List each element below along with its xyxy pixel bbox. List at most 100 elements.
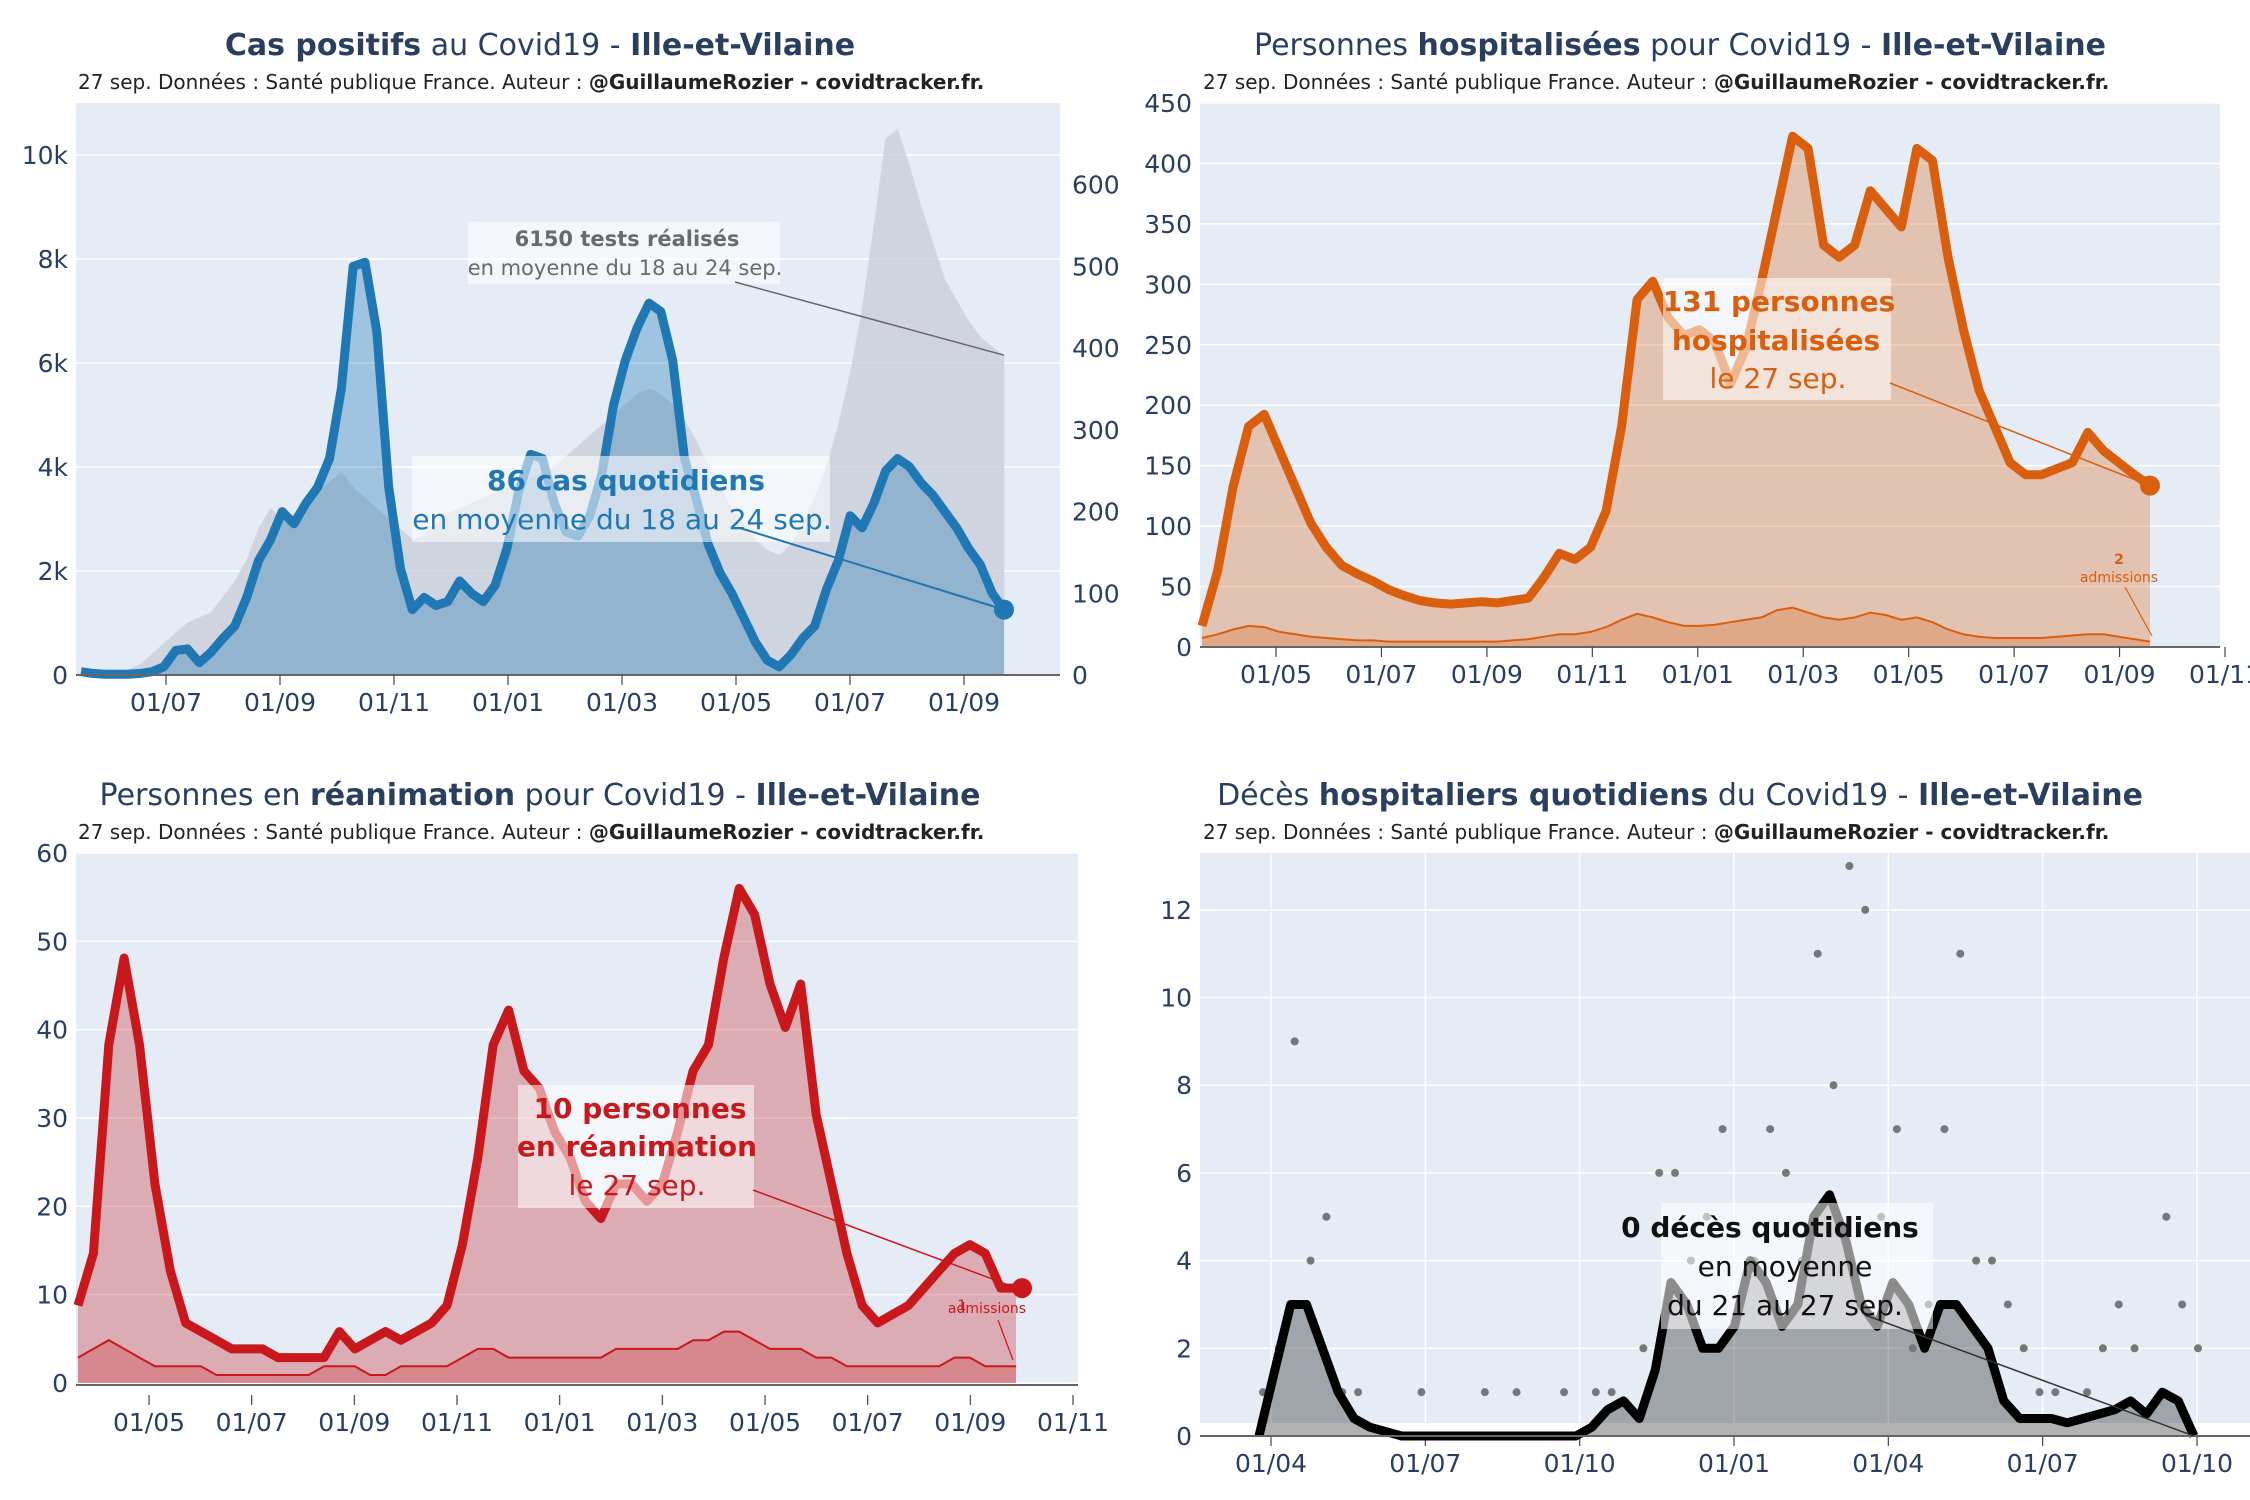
deaths-daily-point <box>1607 1388 1616 1397</box>
rea-y-axis-tick-label: 50 <box>36 927 68 956</box>
deaths-daily-point <box>1417 1388 1426 1397</box>
cases-right-axis-tick-label: 100 <box>1072 579 1120 608</box>
deaths-x-tick-label: 01/04 <box>1235 1449 1307 1478</box>
cases-left-axis-tick-label: 6k <box>38 349 69 378</box>
rea-x-tick-label: 01/09 <box>318 1408 390 1437</box>
cases-x-tick-label: 01/09 <box>928 688 1000 717</box>
rea-annotation-text: le 27 sep. <box>569 1169 706 1202</box>
deaths-subtitle: 27 sep. Données : Santé publique France.… <box>1203 820 2109 844</box>
deaths-daily-point <box>1560 1388 1569 1397</box>
rea-admissions-annotation-text: admissions <box>948 1301 1026 1317</box>
deaths-daily-point <box>1987 1256 1996 1265</box>
rea-chart: 0 10 20 30 40 50 60 01/05 01/07 01/09 01/11 01/01 01… <box>36 839 1109 1437</box>
deaths-daily-point <box>1354 1388 1363 1397</box>
cases-x-tick-label: 01/07 <box>130 688 202 717</box>
rea-y-axis-tick-label: 20 <box>36 1192 68 1221</box>
hosp-x-tick-label: 01/01 <box>1662 660 1734 689</box>
cases-x-tick-label: 01/07 <box>814 688 886 717</box>
cases-right-axis-tick-label: 0 <box>1072 661 1088 690</box>
cases-chart: 0 2k 4k 6k 8k 10k 0 100 200 300 400 500 600 01/07 01/0… <box>22 103 1120 717</box>
subtitle-prefix: 27 sep. Données : Santé publique France.… <box>1203 70 1714 94</box>
deaths-daily-point <box>2098 1344 2107 1353</box>
admissions-annotation-text: admissions <box>2080 570 2158 586</box>
hosp-title-bold: hospitalisées <box>1417 28 1641 63</box>
rea-x-tick-label: 01/11 <box>421 1408 493 1437</box>
hosp-y-axis-tick-label: 250 <box>1144 331 1192 360</box>
cases-x-tick-label: 01/05 <box>700 688 772 717</box>
deaths-x-tick-label: 01/10 <box>2161 1449 2233 1478</box>
rea-x-tick-label: 01/07 <box>832 1408 904 1437</box>
subtitle-author: @GuillaumeRozier - covidtracker.fr. <box>1713 820 2110 844</box>
hosp-title-pre: Personnes <box>1254 28 1418 63</box>
deaths-daily-point <box>1861 905 1870 914</box>
cases-title-bold: Cas positifs <box>224 28 422 63</box>
hosp-title-place: Ille-et-Vilaine <box>1880 28 2106 63</box>
rea-title-rest: pour Covid19 - <box>515 778 756 813</box>
rea-admissions-line <box>77 1330 1016 1376</box>
rea-y-axis-tick-label: 40 <box>36 1016 68 1045</box>
deaths-daily-point <box>2194 1344 2202 1353</box>
deaths-daily-point <box>2003 1300 2012 1309</box>
cases-left-axis-tick-label: 10k <box>22 141 69 170</box>
subtitle-prefix: 27 sep. Données : Santé publique France.… <box>1203 820 1714 844</box>
cases-x-tick-label: 01/09 <box>244 688 316 717</box>
tests-annotation-title: 6150 tests réalisés <box>515 227 740 251</box>
deaths-daily-point <box>1956 949 1965 958</box>
rea-x-tick-label: 01/09 <box>934 1408 1006 1437</box>
rea-x-tick-label: 01/05 <box>729 1408 801 1437</box>
deaths-daily-point <box>1639 1344 1648 1353</box>
deaths-annotation-text: en moyenne <box>1698 1250 1873 1283</box>
hosp-x-tick-label: 01/07 <box>1978 660 2050 689</box>
rea-x-tick-label: 01/11 <box>1037 1408 1109 1437</box>
cases-right-axis-tick-label: 400 <box>1072 334 1120 363</box>
hosp-y-axis-tick-label: 450 <box>1144 89 1192 118</box>
rea-admissions-area <box>78 1331 1016 1383</box>
hosp-x-tick-label: 01/09 <box>2084 660 2156 689</box>
hosp-y-axis-tick-label: 300 <box>1144 270 1192 299</box>
admissions-annotation-value: 2 <box>2114 552 2124 568</box>
cases-right-axis-tick-label: 200 <box>1072 498 1120 527</box>
rea-x-tick-label: 01/01 <box>524 1408 596 1437</box>
hosp-subtitle: 27 sep. Données : Santé publique France.… <box>1203 70 2109 94</box>
deaths-area <box>1259 1194 2194 1436</box>
rea-y-axis-tick-label: 10 <box>36 1281 68 1310</box>
deaths-daily-point <box>2114 1300 2123 1309</box>
tests-annotation-text: en moyenne du 18 au 24 sep. <box>468 256 783 280</box>
cases-left-axis-tick-label: 8k <box>38 245 69 274</box>
tests-annotation-arrow <box>734 281 1005 356</box>
rea-title-place: Ille-et-Vilaine <box>755 778 981 813</box>
cases-left-axis-tick-label: 2k <box>38 557 69 586</box>
cases-annotation-text: en moyenne du 18 au 24 sep. <box>412 503 831 536</box>
cases-annotation-box <box>412 456 830 542</box>
deaths-daily-point <box>2019 1344 2028 1353</box>
subtitle-author: @GuillaumeRozier - covidtracker.fr. <box>588 70 985 94</box>
cases-x-tick-label: 01/11 <box>358 688 430 717</box>
rea-annotation-arrow <box>752 1189 1018 1289</box>
hosp-annotation-title: 131 personnes <box>1663 285 1895 318</box>
deaths-daily-point <box>1766 1125 1775 1134</box>
deaths-x-tick-label: 01/07 <box>1389 1449 1461 1478</box>
hosp-x-tick-label: 01/05 <box>1873 660 1945 689</box>
deaths-daily-point <box>1671 1168 1680 1177</box>
admissions-line <box>1201 606 2151 643</box>
subtitle-author: @GuillaumeRozier - covidtracker.fr. <box>588 820 985 844</box>
hosp-annotation-arrow <box>1889 382 2151 487</box>
rea-annotation-box <box>518 1085 754 1208</box>
deaths-y-tick-label: 2 <box>1176 1334 1192 1363</box>
hosp-y-axis-tick-label: 400 <box>1144 149 1192 178</box>
rea-annotation-title-2: en réanimation <box>517 1130 757 1163</box>
cases-left-axis-tick-label: 0 <box>52 661 68 690</box>
rea-title-bold: réanimation <box>310 778 516 813</box>
deaths-y-tick-label: 8 <box>1176 1071 1192 1100</box>
hosp-y-axis-tick-label: 50 <box>1160 573 1192 602</box>
hosp-title-rest: pour Covid19 - <box>1640 28 1881 63</box>
deaths-daily-point <box>2035 1388 2044 1397</box>
rea-last-point <box>1012 1278 1032 1299</box>
deaths-x-tick-label: 01/07 <box>2007 1449 2079 1478</box>
rea-x-tick-label: 01/07 <box>216 1408 288 1437</box>
hosp-x-tick-label: 01/03 <box>1767 660 1839 689</box>
hosp-title: Personnes hospitalisées pour Covid19 - I… <box>1200 28 2160 63</box>
deaths-daily-point <box>1813 949 1822 958</box>
deaths-daily-point <box>1480 1388 1489 1397</box>
cases-annotation-arrow <box>739 527 1005 611</box>
